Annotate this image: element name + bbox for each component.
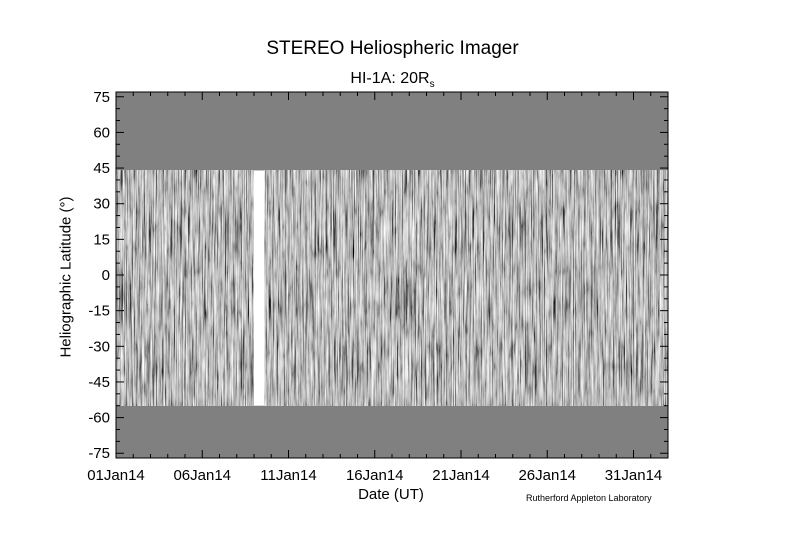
y-tick-label-0: 75 [93, 89, 110, 106]
x-axis-label: Date (UT) [358, 486, 424, 503]
x-tick-label-3: 16Jan14 [346, 467, 404, 484]
x-tick-label-6: 31Jan14 [605, 467, 663, 484]
y-tick-label-5: 0 [102, 267, 110, 284]
y-tick-label-6: -15 [88, 303, 110, 320]
chart-subtitle: HI-1A: 20Rs [0, 70, 785, 90]
x-tick-label-4: 21Jan14 [432, 467, 490, 484]
data-band-texture-0 [116, 170, 254, 406]
y-tick-label-2: 45 [93, 160, 110, 177]
y-tick-label-9: -60 [88, 410, 110, 427]
axes: 75 60 45 30 15 0 -15 -30 -45 -60 -75 01Jan14 06Jan14… [87, 89, 669, 484]
y-tick-label-8: -45 [88, 374, 110, 391]
y-tick-label-1: 60 [93, 124, 110, 141]
data-band-texture-1 [264, 170, 668, 406]
x-tick-label-2: 11Jan14 [260, 467, 316, 484]
y-tick-label-4: 15 [93, 231, 110, 248]
subtitle-text: HI-1A: 20R [350, 70, 430, 87]
y-tick-label-7: -30 [88, 338, 110, 355]
subtitle-subscript: s [429, 79, 435, 91]
credit-text: Rutherford Appleton Laboratory [526, 493, 652, 503]
y-tick-label-10: -75 [88, 445, 110, 462]
chart-title: STEREO Heliospheric Imager [266, 38, 519, 59]
x-tick-label-5: 26Jan14 [518, 467, 576, 484]
plot-area [116, 92, 668, 458]
y-axis-label: Heliographic Latitude (°) [57, 196, 75, 358]
data-gap [254, 170, 265, 406]
x-tick-label-0: 01Jan14 [87, 467, 145, 484]
y-tick-label-3: 30 [93, 196, 110, 213]
x-tick-label-1: 06Jan14 [173, 467, 231, 484]
